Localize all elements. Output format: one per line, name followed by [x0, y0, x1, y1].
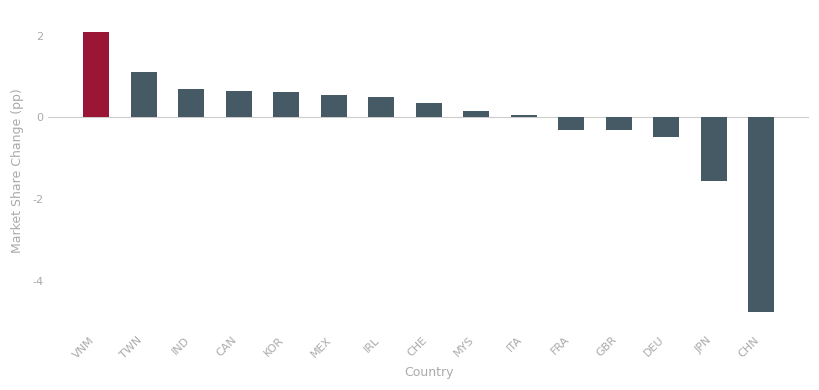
- Bar: [463, 111, 489, 117]
- Bar: [699, 117, 726, 181]
- Bar: [510, 115, 536, 117]
- X-axis label: Country: Country: [404, 366, 453, 379]
- Bar: [320, 95, 346, 117]
- Bar: [653, 117, 678, 137]
- Bar: [747, 117, 773, 312]
- Bar: [83, 32, 109, 117]
- Bar: [368, 97, 394, 117]
- Bar: [178, 89, 204, 117]
- Y-axis label: Market Share Change (pp): Market Share Change (pp): [11, 88, 24, 253]
- Bar: [558, 117, 584, 129]
- Bar: [605, 117, 631, 131]
- Bar: [130, 73, 156, 117]
- Bar: [225, 91, 251, 117]
- Bar: [273, 92, 299, 117]
- Bar: [415, 103, 441, 117]
